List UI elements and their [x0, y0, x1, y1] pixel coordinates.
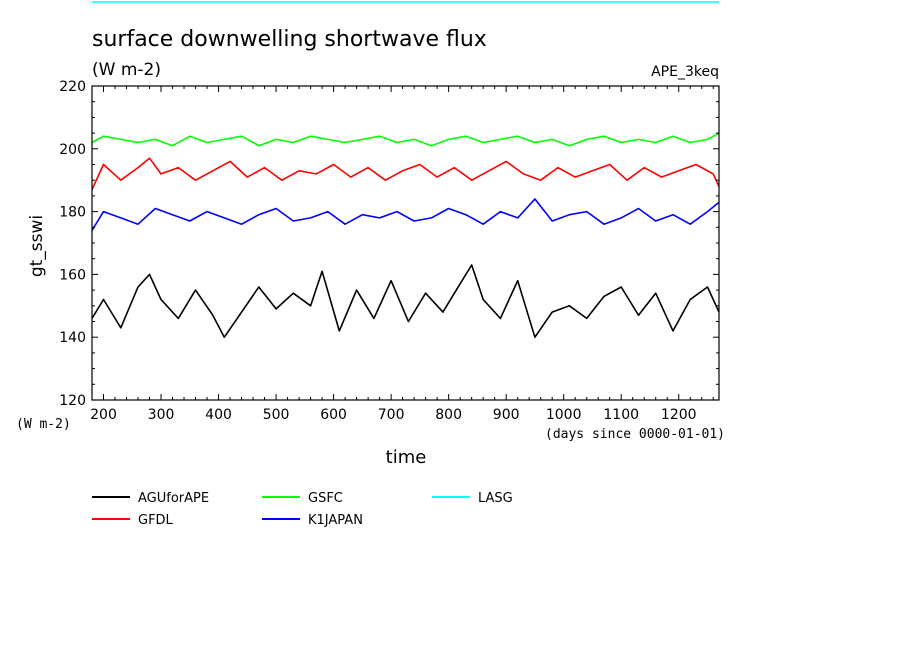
- tick-layer: 200 300 400 500 600 700 800 900 1000 1100 1200 120 1…: [59, 79, 719, 423]
- x-tick-label: 600: [320, 407, 347, 423]
- x-tick-label: 400: [205, 407, 232, 423]
- legend-label: AGUforAPE: [138, 491, 209, 506]
- x-axis-label: time: [386, 447, 427, 468]
- y-axis-unit: (W m-2): [16, 417, 71, 432]
- legend-label: K1JAPAN: [308, 513, 363, 528]
- x-tick-label: 800: [435, 407, 462, 423]
- y-axis-label: gt_sswi: [27, 215, 47, 277]
- chart-title: surface downwelling shortwave flux: [92, 27, 487, 52]
- x-tick-label: 500: [263, 407, 290, 423]
- y-tick-label: 180: [59, 205, 86, 221]
- x-tick-label: 700: [378, 407, 405, 423]
- x-tick-label: 300: [148, 407, 175, 423]
- series-line-k1japan: [91, 198, 720, 231]
- chart-subtitle: (W m-2): [92, 60, 161, 80]
- y-tick-label: 120: [59, 393, 86, 409]
- series-line-gsfc: [91, 132, 720, 147]
- x-tick-label: 900: [493, 407, 520, 423]
- plot-frame: [91, 85, 720, 401]
- y-tick-label: 220: [59, 79, 86, 95]
- y-tick-label: 140: [59, 330, 86, 346]
- legend-label: GFDL: [138, 513, 174, 528]
- x-tick-label: 1200: [661, 407, 697, 423]
- series-line-gfdl: [91, 157, 720, 190]
- series-layer: [91, 1, 720, 339]
- legend-label: GSFC: [308, 491, 343, 506]
- y-tick-label: 200: [59, 142, 86, 158]
- x-tick-label: 1100: [603, 407, 639, 423]
- x-tick-label: 1000: [546, 407, 582, 423]
- legend-label: LASG: [478, 491, 513, 506]
- x-axis-unit: (days since 0000-01-01): [545, 427, 725, 442]
- series-line-aguforape: [91, 264, 720, 339]
- x-tick-label: 200: [90, 407, 117, 423]
- y-tick-label: 160: [59, 267, 86, 283]
- experiment-label: APE_3keq: [651, 64, 719, 80]
- legend: AGUforAPE GFDL GSFC K1JAPAN LASG: [92, 491, 513, 528]
